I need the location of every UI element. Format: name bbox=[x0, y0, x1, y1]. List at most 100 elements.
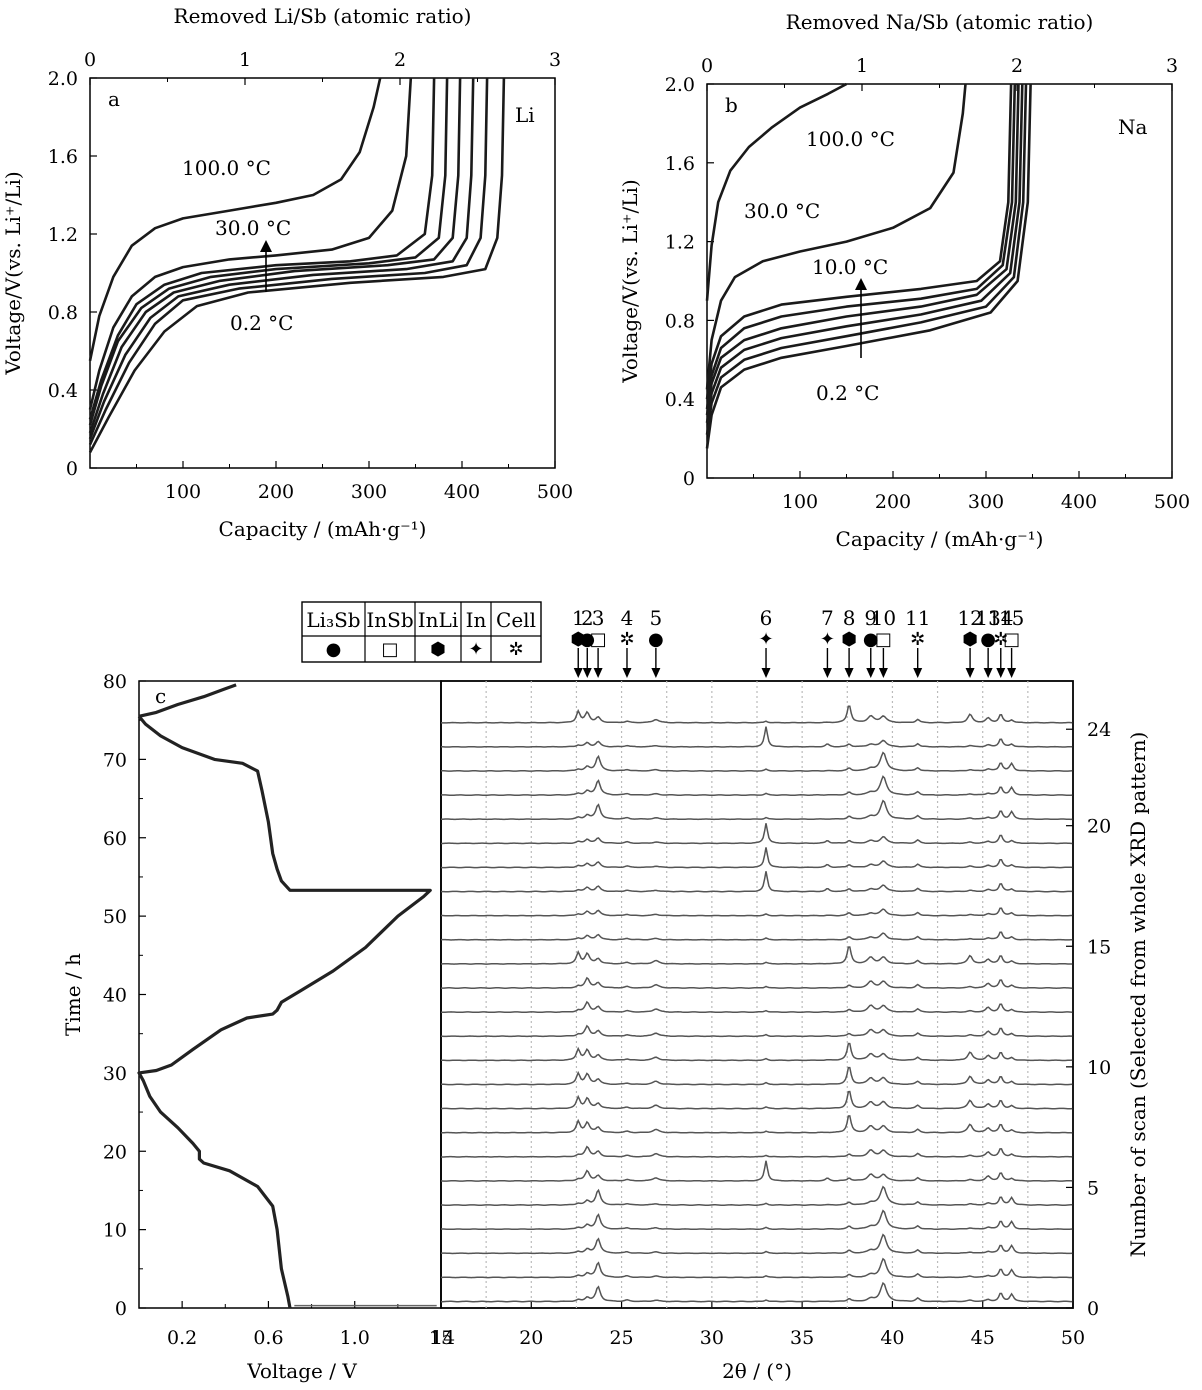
x-tick-label: 35 bbox=[790, 1327, 814, 1349]
legend-phase-symbol: □ bbox=[381, 639, 398, 660]
xrd-pattern-scan-23 bbox=[440, 726, 1073, 748]
panel-a bbox=[88, 77, 556, 469]
x-tick-label: 20 bbox=[519, 1327, 543, 1349]
y-tick-label: 20 bbox=[103, 1141, 127, 1163]
series-line-0 bbox=[88, 77, 382, 362]
xrd-pattern-scan-10 bbox=[441, 1042, 1073, 1062]
peak-label-1: 1 bbox=[572, 606, 585, 630]
peak-label-4: 4 bbox=[621, 606, 634, 630]
y-tick-label: 10 bbox=[103, 1220, 127, 1242]
peak-arrow-head bbox=[913, 668, 923, 678]
peak-phase-symbol: □ bbox=[1003, 629, 1020, 650]
y-tick-label: 1.6 bbox=[665, 153, 695, 175]
xrd-pattern-scan-6 bbox=[441, 1145, 1073, 1158]
top-tick-label: 0 bbox=[701, 55, 713, 77]
peak-phase-symbol: ⬢ bbox=[841, 629, 857, 650]
x-tick-label: 200 bbox=[875, 491, 911, 513]
series-line-1 bbox=[88, 77, 413, 410]
series-line-7 bbox=[88, 77, 506, 454]
top-tick-label: 1 bbox=[856, 55, 868, 77]
top-axis-label: Removed Na/Sb (atomic ratio) bbox=[786, 10, 1094, 34]
xrd-pattern-scan-7 bbox=[440, 1115, 1073, 1134]
series-line-2 bbox=[705, 83, 1013, 400]
annotation-0-2c: 0.2 °C bbox=[816, 381, 879, 405]
y-tick-label: 1.6 bbox=[48, 146, 78, 168]
voltage-time-curve-0 bbox=[137, 715, 432, 1309]
y-tick-label: 70 bbox=[103, 749, 127, 771]
peak-label-3: 3 bbox=[592, 606, 605, 630]
xrd-pattern-scan-13 bbox=[440, 976, 1073, 989]
peak-label-15: 15 bbox=[999, 606, 1024, 630]
top-tick-label: 3 bbox=[1166, 55, 1178, 77]
legend-phase-symbol: ✲ bbox=[508, 639, 523, 660]
peak-phase-symbol: ✲ bbox=[993, 629, 1008, 650]
legend-frame bbox=[301, 601, 542, 663]
peak-phase-symbol: □ bbox=[590, 629, 607, 650]
x-tick-label: 100 bbox=[165, 481, 201, 503]
rate-arrow-head bbox=[855, 278, 867, 290]
xrd-pattern-scan-19 bbox=[441, 823, 1073, 845]
y-tick-label: 24 bbox=[1087, 719, 1111, 741]
peak-phase-symbol: ⬢ bbox=[570, 629, 586, 650]
peak-arrow-head bbox=[573, 668, 583, 678]
y-tick-label: 0 bbox=[115, 1298, 127, 1320]
series-line-4 bbox=[88, 77, 462, 434]
y-tick-label: 0.4 bbox=[665, 389, 695, 411]
voltage-time-curve-1 bbox=[138, 683, 237, 718]
peak-label-9: 9 bbox=[864, 606, 877, 630]
plot-frame bbox=[706, 83, 1173, 479]
annotation-0-2c: 0.2 °C bbox=[230, 311, 293, 335]
x-tick-label: 400 bbox=[1061, 491, 1097, 513]
annotation-100c: 100.0 °C bbox=[806, 127, 895, 151]
x-tick-label: 15 bbox=[429, 1327, 453, 1349]
peak-label-12: 12 bbox=[957, 606, 982, 630]
peak-label-10: 10 bbox=[871, 606, 896, 630]
y-tick-label: 0.8 bbox=[48, 302, 78, 324]
xrd-pattern-scan-15 bbox=[440, 931, 1073, 941]
x-tick-label: 45 bbox=[971, 1327, 995, 1349]
top-axis-label: Removed Li/Sb (atomic ratio) bbox=[174, 4, 472, 28]
peak-label-11: 11 bbox=[905, 606, 930, 630]
peak-phase-symbol: □ bbox=[875, 629, 892, 650]
xrd-pattern-scan-16 bbox=[441, 907, 1073, 917]
panel-b bbox=[705, 82, 1173, 479]
annotation-30c: 30.0 °C bbox=[215, 216, 291, 240]
top-tick-label: 1 bbox=[239, 49, 251, 71]
annotation-100c: 100.0 °C bbox=[182, 156, 271, 180]
xrd-pattern-scan-18 bbox=[440, 847, 1073, 869]
x-tick-label: 200 bbox=[258, 481, 294, 503]
annotation-30c: 30.0 °C bbox=[744, 199, 820, 223]
x-tick-label: 1.0 bbox=[340, 1327, 370, 1349]
plot-frame bbox=[440, 680, 1074, 1309]
series-line-6 bbox=[88, 77, 489, 446]
peak-arrow-head bbox=[822, 668, 832, 678]
legend-phase-name: Cell bbox=[496, 608, 536, 632]
top-tick-label: 2 bbox=[1011, 55, 1023, 77]
xrd-pattern-scan-0 bbox=[441, 1281, 1073, 1303]
annotation-li: Li bbox=[515, 103, 535, 127]
peak-arrow-head bbox=[1007, 668, 1017, 678]
series-line-2 bbox=[88, 77, 436, 420]
x-tick-label: 300 bbox=[968, 491, 1004, 513]
peak-arrow-head bbox=[996, 668, 1006, 678]
x-tick-label: 100 bbox=[782, 491, 818, 513]
xrd-pattern-scan-9 bbox=[441, 1066, 1073, 1086]
annotation-na: Na bbox=[1118, 115, 1148, 139]
peak-label-14: 14 bbox=[988, 606, 1013, 630]
y-tick-label: 0 bbox=[66, 458, 78, 480]
legend-phase-name: Li₃Sb bbox=[306, 608, 360, 632]
peak-arrow-head bbox=[965, 668, 975, 678]
y-tick-label: 40 bbox=[103, 985, 127, 1007]
series-line-3 bbox=[705, 83, 1017, 410]
y-tick-label: 30 bbox=[103, 1063, 127, 1085]
peak-label-2: 2 bbox=[581, 606, 594, 630]
peak-label-5: 5 bbox=[650, 606, 663, 630]
peak-arrow-head bbox=[983, 668, 993, 678]
peak-arrow-head bbox=[582, 668, 592, 678]
x-tick-label: 500 bbox=[537, 481, 573, 503]
y-tick-label: 80 bbox=[103, 671, 127, 693]
series-line-7 bbox=[705, 83, 1032, 449]
panel-c-left bbox=[137, 680, 442, 1309]
peak-arrow-head bbox=[593, 668, 603, 678]
